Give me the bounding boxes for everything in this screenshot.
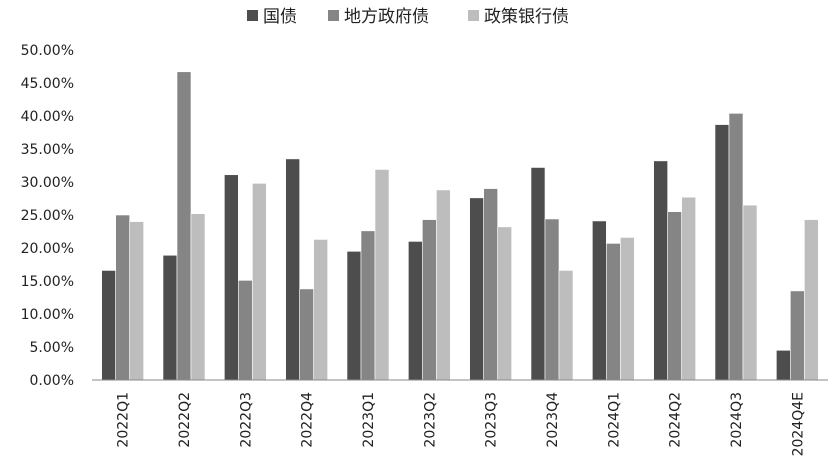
x-tick-label: 2022Q1	[116, 392, 132, 448]
x-tick-label: 2023Q2	[422, 392, 438, 448]
legend-swatch-3	[468, 10, 479, 21]
bar-2023Q3-series-2	[483, 188, 498, 381]
bar-2024Q2-series-3	[681, 196, 696, 381]
y-axis: 0.00% 5.00% 10.00% 15.00% 20.00% 25.00% 30.00%…	[21, 43, 74, 389]
x-tick-label: 2022Q3	[238, 392, 254, 448]
bar-2023Q4-series-1	[530, 167, 546, 381]
bar-2022Q2-series-3	[190, 213, 206, 381]
x-tick-label: 2023Q1	[361, 392, 377, 448]
bars	[101, 71, 819, 381]
x-tick-label: 2024Q4E	[790, 392, 806, 456]
legend-label-2: 地方政府债	[344, 7, 429, 27]
x-tick-label: 2024Q2	[668, 392, 684, 448]
y-tick-label: 15.00%	[21, 274, 74, 290]
bar-2024Q3-series-1	[714, 124, 730, 381]
bar-2024Q1-series-1	[592, 220, 607, 381]
y-tick-label: 5.00%	[30, 340, 74, 356]
y-tick-label: 35.00%	[21, 142, 74, 158]
bar-2024Q1-series-2	[606, 243, 621, 381]
bar-2022Q3-series-2	[238, 280, 253, 381]
bar-2024Q2-series-2	[667, 211, 682, 381]
x-tick-label: 2023Q3	[484, 392, 500, 448]
y-tick-label: 0.00%	[30, 373, 74, 389]
bar-2023Q3-series-3	[497, 226, 512, 381]
legend-label-3: 政策银行债	[484, 7, 569, 27]
legend-label-1: 国债	[263, 7, 297, 27]
bar-2022Q4-series-2	[299, 288, 314, 381]
y-tick-label: 20.00%	[21, 241, 74, 257]
bar-2024Q3-series-3	[742, 204, 758, 381]
bar-2022Q1-series-3	[129, 221, 144, 381]
bar-2023Q2-series-2	[422, 219, 437, 381]
bar-2024Q2-series-1	[653, 160, 668, 381]
bar-2023Q4-series-2	[544, 218, 560, 381]
bar-2023Q4-series-3	[558, 270, 574, 381]
y-tick-label: 45.00%	[21, 76, 74, 92]
bar-2022Q3-series-1	[224, 174, 239, 381]
x-axis: 2022Q1 2022Q2 2022Q3 2022Q4 2023Q1 2023Q2 2023…	[92, 379, 828, 456]
bar-2022Q4-series-3	[313, 239, 328, 381]
bar-2023Q2-series-1	[408, 241, 423, 381]
y-tick-label: 50.00%	[21, 43, 74, 59]
y-tick-label: 10.00%	[21, 307, 74, 323]
y-tick-label: 25.00%	[21, 208, 74, 224]
bar-2022Q2-series-2	[176, 71, 192, 381]
y-tick-label: 40.00%	[21, 109, 74, 125]
x-tick-label: 2022Q2	[177, 392, 193, 448]
legend-swatch-2	[328, 10, 339, 21]
y-tick-label: 30.00%	[21, 175, 74, 191]
x-tick-label: 2022Q4	[300, 392, 316, 448]
bar-2023Q1-series-1	[346, 251, 362, 381]
bar-2022Q3-series-3	[252, 183, 267, 381]
x-tick-label: 2023Q4	[545, 392, 561, 448]
bar-2023Q1-series-3	[374, 169, 390, 381]
x-tick-label: 2024Q1	[606, 392, 622, 448]
x-tick-label: 2024Q3	[729, 392, 745, 448]
bar-2024Q4E-series-2	[790, 290, 805, 381]
bar-2022Q1-series-1	[101, 270, 116, 381]
bar-2023Q1-series-2	[360, 230, 376, 381]
bar-2023Q3-series-1	[469, 197, 484, 381]
bar-2024Q4E-series-3	[804, 219, 819, 381]
legend-swatch-1	[247, 10, 258, 21]
bar-2022Q1-series-2	[115, 214, 130, 381]
bar-2023Q2-series-3	[436, 189, 451, 381]
bar-2024Q4E-series-1	[776, 349, 791, 381]
bar-2022Q4-series-1	[285, 158, 300, 381]
bar-2022Q2-series-1	[162, 254, 178, 381]
bar-2024Q1-series-3	[620, 237, 635, 381]
bar-2024Q3-series-2	[728, 113, 744, 381]
legend: 国债 地方政府债 政策银行债	[247, 7, 569, 27]
